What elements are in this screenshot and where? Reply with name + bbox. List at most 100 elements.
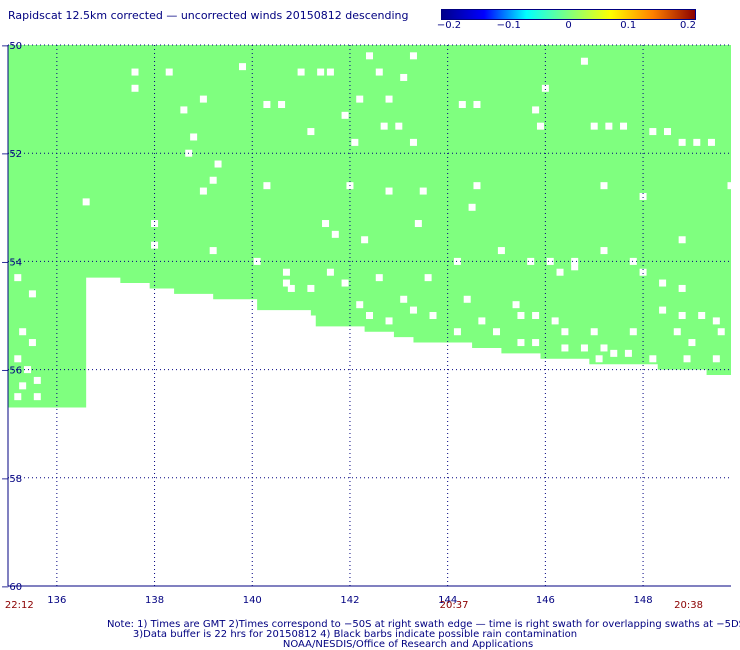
- missing-cell: [580, 57, 588, 65]
- missing-cell: [356, 301, 364, 309]
- x-tick-label: 136: [47, 595, 66, 606]
- missing-cell: [385, 95, 393, 103]
- missing-cell: [33, 393, 41, 401]
- missing-cell: [282, 279, 290, 287]
- missing-cell: [351, 138, 359, 146]
- missing-cell: [600, 247, 608, 255]
- missing-cell: [209, 247, 217, 255]
- missing-cell: [317, 68, 325, 76]
- missing-cell: [380, 122, 388, 130]
- missing-cell: [282, 268, 290, 276]
- x-tick-label: 146: [536, 595, 555, 606]
- missing-cell: [366, 52, 373, 60]
- missing-cell: [19, 382, 27, 390]
- missing-cell: [712, 317, 720, 325]
- missing-cell: [463, 295, 471, 303]
- missing-cell: [590, 328, 598, 336]
- missing-cell: [600, 344, 608, 352]
- missing-cell: [629, 257, 637, 265]
- missing-cell: [678, 312, 686, 319]
- missing-cell: [366, 312, 373, 319]
- missing-cell: [532, 339, 540, 347]
- missing-cell: [727, 182, 735, 190]
- missing-cell: [356, 95, 364, 103]
- missing-cell: [14, 274, 22, 282]
- missing-cell: [385, 317, 393, 325]
- missing-cell: [600, 182, 608, 190]
- missing-cell: [659, 306, 667, 314]
- color-scale-tick: −0.2: [436, 20, 462, 31]
- missing-cell: [478, 317, 486, 325]
- missing-cell: [580, 344, 588, 352]
- y-tick-label: −52: [1, 149, 22, 160]
- missing-cell: [214, 160, 222, 168]
- time-label: 20:38: [674, 600, 703, 611]
- missing-cell: [326, 268, 334, 276]
- missing-cell: [458, 101, 466, 109]
- time-label: 20:37: [439, 600, 469, 611]
- missing-cell: [409, 138, 417, 146]
- missing-cell: [497, 247, 505, 255]
- y-tick-label: −60: [1, 582, 22, 593]
- y-tick-label: −54: [1, 257, 22, 268]
- missing-cell: [424, 274, 432, 282]
- y-tick-label: −56: [1, 366, 22, 377]
- missing-cell: [24, 366, 32, 374]
- missing-cell: [590, 122, 598, 130]
- missing-cell: [595, 355, 603, 363]
- missing-cell: [297, 68, 305, 76]
- missing-cell: [683, 355, 691, 363]
- missing-cell: [326, 68, 334, 76]
- missing-cell: [419, 187, 427, 195]
- missing-cell: [238, 63, 246, 71]
- missing-cell: [571, 263, 579, 271]
- missing-cell: [14, 393, 22, 401]
- missing-cell: [375, 274, 383, 282]
- note-line-2: 3)Data buffer is 22 hrs for 20150812 4) …: [132, 629, 578, 640]
- missing-cell: [473, 101, 481, 109]
- missing-cell: [678, 284, 686, 292]
- missing-cell: [493, 328, 501, 336]
- missing-cell: [165, 68, 173, 76]
- missing-cell: [688, 339, 696, 347]
- missing-cell: [190, 133, 198, 141]
- note-line-1: Note: 1) Times are GMT 2)Times correspon…: [106, 619, 740, 630]
- missing-cell: [556, 268, 564, 276]
- missing-cell: [429, 312, 437, 319]
- missing-cell: [649, 128, 657, 136]
- x-tick-label: 148: [634, 595, 653, 606]
- missing-cell: [307, 128, 315, 136]
- missing-cell: [561, 344, 569, 352]
- missing-cell: [287, 284, 295, 292]
- missing-cell: [199, 95, 207, 103]
- missing-cell: [673, 328, 681, 336]
- x-tick-label: 140: [243, 595, 262, 606]
- missing-cell: [629, 328, 637, 336]
- missing-cell: [546, 257, 554, 265]
- missing-cell: [532, 312, 540, 319]
- missing-cell: [693, 138, 701, 146]
- missing-cell: [253, 257, 261, 265]
- missing-cell: [698, 312, 706, 319]
- missing-cell: [536, 122, 544, 130]
- chart-title: Rapidscat 12.5km corrected — uncorrected…: [8, 9, 409, 22]
- missing-cell: [400, 295, 408, 303]
- missing-cell: [263, 182, 271, 190]
- missing-cell: [649, 355, 657, 363]
- missing-cell: [322, 220, 330, 228]
- missing-cell: [707, 138, 715, 146]
- missing-cell: [561, 328, 569, 336]
- missing-cell: [639, 268, 647, 276]
- missing-cell: [659, 279, 667, 287]
- missing-cell: [663, 128, 671, 136]
- missing-cell: [341, 279, 349, 287]
- missing-cell: [28, 290, 36, 298]
- missing-cell: [331, 230, 339, 238]
- color-scale-tick: 0.1: [620, 20, 637, 31]
- missing-cell: [14, 355, 22, 363]
- missing-cell: [551, 317, 559, 325]
- missing-cell: [414, 220, 422, 228]
- missing-cell: [361, 236, 369, 244]
- missing-cell: [541, 84, 549, 92]
